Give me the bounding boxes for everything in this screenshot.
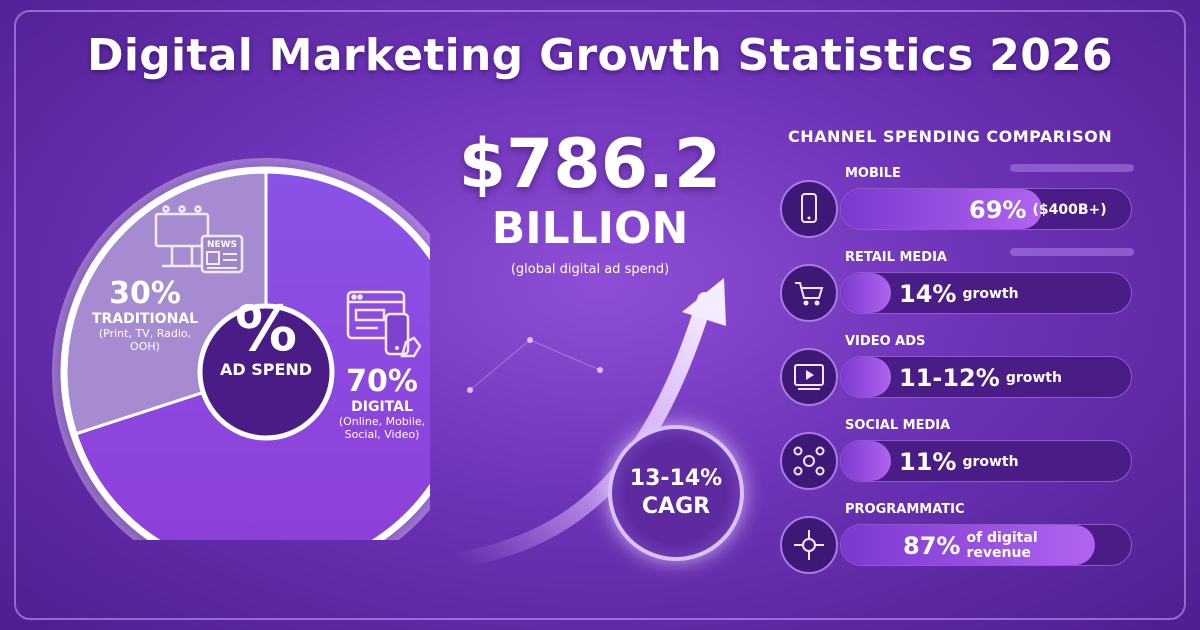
percent-symbol: % bbox=[234, 292, 298, 365]
channel-text-social: 11% growth bbox=[899, 441, 1019, 481]
digital-category: DIGITAL bbox=[351, 399, 413, 415]
digital-detail-2: Social, Video) bbox=[344, 428, 420, 441]
cagr-badge: 13-14% CAGR bbox=[608, 425, 744, 561]
headline-unit: BILLION bbox=[491, 203, 689, 254]
traditional-detail-2: OOH) bbox=[130, 340, 160, 353]
channel-note-retail: growth bbox=[962, 285, 1019, 302]
traditional-category: TRADITIONAL bbox=[91, 311, 199, 327]
channel-decor-bar bbox=[1010, 164, 1134, 172]
pie-center-label: % AD SPEND bbox=[206, 292, 326, 380]
channel-note-line: revenue bbox=[966, 545, 1031, 561]
digital-slice-label: 70% DIGITAL (Online, Mobile, Social, Vid… bbox=[322, 364, 442, 441]
channel-bar-fill-retail bbox=[841, 273, 891, 313]
channel-value-programmatic: 87% bbox=[903, 532, 961, 560]
ad-spend-label: AD SPEND bbox=[219, 360, 313, 379]
network-node bbox=[597, 367, 603, 373]
smartphone-icon bbox=[780, 180, 838, 238]
arrow-head bbox=[682, 278, 726, 326]
traditional-percent: 30% bbox=[109, 276, 181, 311]
channel-section-title: CHANNEL SPENDING COMPARISON bbox=[788, 127, 1113, 146]
video-play-icon bbox=[780, 348, 838, 406]
headline-description: (global digital ad spend) bbox=[510, 262, 670, 277]
channel-text-retail: 14% growth bbox=[899, 273, 1019, 313]
arrow-shaft bbox=[452, 292, 713, 568]
channel-bar-fill-mobile bbox=[841, 189, 1042, 229]
newspaper-icon: NEWS bbox=[200, 234, 244, 274]
digital-detail-1: (Online, Mobile, bbox=[338, 415, 426, 428]
billboard-icon bbox=[154, 205, 210, 268]
traditional-slice-label: 30% TRADITIONAL (Print, TV, Radio, OOH) bbox=[80, 276, 210, 353]
channel-bar-fill-video bbox=[841, 357, 891, 397]
cagr-label: CAGR bbox=[641, 494, 711, 519]
network-hub-icon bbox=[780, 516, 838, 574]
channel-bar-fill-programmatic bbox=[841, 525, 1095, 565]
network-line bbox=[529, 339, 601, 371]
channel-value-video: 11-12% bbox=[899, 364, 1000, 392]
channel-value-social: 11% bbox=[899, 448, 957, 476]
traditional-detail-1: (Print, TV, Radio, bbox=[98, 327, 192, 340]
channel-text-programmatic: 87% of digital revenue bbox=[903, 525, 1038, 565]
channel-bar-track-video: 11-12% growth bbox=[840, 356, 1132, 398]
channel-text-video: 11-12% growth bbox=[899, 357, 1062, 397]
svg-text:NEWS: NEWS bbox=[207, 240, 237, 250]
channel-note-video: growth bbox=[1005, 369, 1062, 386]
ad-spend-pie-chart: NEWS bbox=[52, 158, 430, 540]
channel-value-retail: 14% bbox=[899, 280, 957, 308]
channel-note-line: of digital bbox=[966, 530, 1038, 546]
pie-outer-ring bbox=[60, 166, 430, 540]
channel-bar-track-programmatic: 87% of digital revenue bbox=[840, 524, 1132, 566]
channel-bar-track-mobile: 69% ($400B+) bbox=[840, 188, 1132, 230]
shopping-cart-icon bbox=[780, 264, 838, 322]
channel-label-mobile: MOBILE bbox=[845, 166, 901, 181]
pie-center-badge bbox=[197, 303, 335, 441]
digital-percent: 70% bbox=[346, 364, 418, 399]
network-node bbox=[467, 387, 473, 393]
network-line bbox=[469, 339, 531, 391]
channel-label-programmatic: PROGRAMMATIC bbox=[845, 502, 965, 517]
channel-value-mobile: 69% bbox=[969, 196, 1027, 224]
headline-value: $786.2 bbox=[458, 125, 722, 204]
page-title: Digital Marketing Growth Statistics 2026 bbox=[87, 30, 1113, 81]
channel-label-video: VIDEO ADS bbox=[845, 334, 926, 349]
channel-bar-track-retail: 14% growth bbox=[840, 272, 1132, 314]
growth-arrow bbox=[452, 278, 726, 568]
channel-note-programmatic: of digital revenue bbox=[966, 531, 1037, 561]
channel-note-mobile: ($400B+) bbox=[1032, 201, 1107, 218]
smartphone-icon bbox=[384, 312, 422, 358]
channel-label-social: SOCIAL MEDIA bbox=[845, 418, 951, 433]
cagr-value: 13-14% bbox=[629, 466, 723, 491]
channel-bar-fill-social bbox=[841, 441, 891, 481]
social-network-icon bbox=[780, 432, 838, 490]
channel-decor-bar bbox=[1010, 248, 1134, 256]
network-node bbox=[527, 337, 533, 343]
channel-label-retail: RETAIL MEDIA bbox=[845, 250, 947, 265]
channel-text-mobile: 69% ($400B+) bbox=[969, 189, 1107, 229]
infographic-frame bbox=[14, 10, 1186, 620]
channel-bar-track-social: 11% growth bbox=[840, 440, 1132, 482]
channel-note-social: growth bbox=[962, 453, 1019, 470]
